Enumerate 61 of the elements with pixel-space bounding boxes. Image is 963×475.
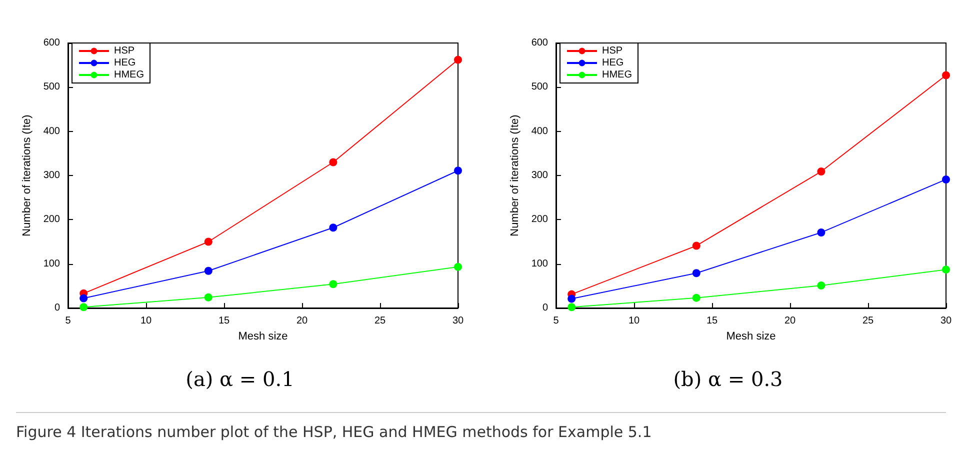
y-axis-title: Number of iterations (Ite): [20, 114, 33, 236]
point: [692, 269, 700, 278]
point: [692, 242, 700, 250]
y-tick-label: 200: [43, 214, 60, 226]
point: [80, 303, 88, 312]
point: [568, 294, 576, 303]
x-axis-title: Mesh size: [238, 330, 288, 342]
x-tick-label: 25: [374, 316, 386, 326]
x-tick-label: 30: [452, 316, 464, 326]
point: [454, 166, 462, 175]
point: [568, 303, 576, 312]
point: [454, 56, 462, 64]
point: [80, 294, 88, 302]
y-tick-label: 500: [531, 82, 548, 93]
point: [329, 224, 338, 232]
y-tick-label: 400: [43, 126, 60, 137]
y-tick-label: 300: [43, 170, 60, 181]
text: (b) α = 0.3: [673, 367, 783, 391]
y-tick-label: 0: [542, 302, 548, 314]
y-tick-label: 0: [54, 302, 60, 314]
y-tick-label: 300: [531, 170, 548, 181]
legend-label: HMEG: [602, 70, 632, 80]
legend-label: HSP: [602, 46, 623, 56]
y-tick-label: 600: [43, 38, 60, 48]
point: [454, 262, 462, 271]
y-tick-label: 200: [531, 214, 548, 226]
x-tick-label: 5: [553, 316, 560, 326]
point: [942, 266, 950, 274]
x-tick-label: 5: [65, 316, 72, 326]
x-tick-label: 25: [862, 316, 874, 326]
point: [204, 238, 212, 246]
x-tick-label: 15: [706, 316, 718, 326]
point: [817, 281, 826, 290]
x-tick-label: 20: [784, 316, 796, 326]
y-tick-label: 600: [531, 38, 548, 48]
point: [329, 280, 338, 288]
point: [329, 158, 338, 166]
x-tick-label: 30: [940, 316, 952, 326]
point: [942, 71, 950, 80]
y-tick-label: 100: [531, 258, 548, 270]
legend-label: HEG: [602, 58, 624, 68]
x-axis-title: Mesh size: [726, 330, 776, 342]
point: [204, 293, 212, 302]
legend-label: HSP: [114, 46, 135, 56]
x-tick-label: 15: [218, 316, 230, 326]
y-tick-label: 500: [43, 82, 60, 93]
x-tick-label: 10: [628, 316, 640, 326]
text: (a) α = 0.1: [186, 367, 294, 391]
point: [817, 168, 826, 176]
y-tick-label: 400: [531, 126, 548, 137]
point: [692, 294, 700, 302]
point: [204, 266, 212, 275]
legend-label: HEG: [114, 58, 136, 68]
x-tick-label: 10: [140, 316, 152, 326]
legend-label: HMEG: [114, 70, 144, 80]
y-tick-label: 100: [43, 258, 60, 270]
point: [942, 175, 950, 184]
caption: Figure 4 Iterations number plot of the HSP, HEG and HMEG methods for Example 5.1: [16, 412, 946, 441]
x-tick-label: 20: [296, 316, 308, 326]
y-axis-title: Number of iterations (Ite): [508, 114, 521, 236]
point: [817, 228, 826, 236]
